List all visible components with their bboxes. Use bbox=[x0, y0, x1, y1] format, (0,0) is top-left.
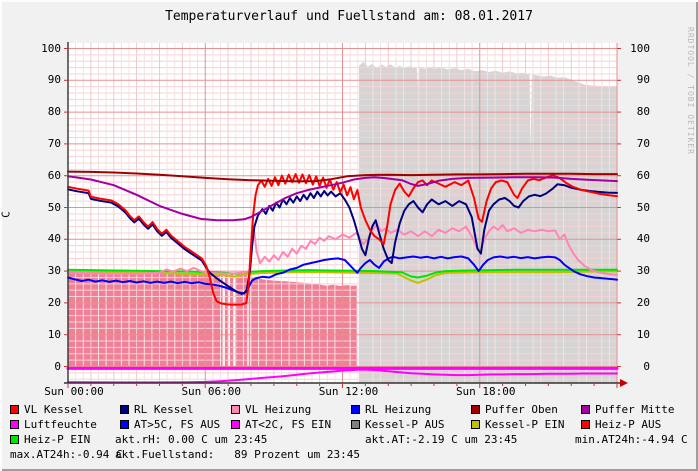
legend-swatch bbox=[10, 420, 19, 429]
legend-item: Luftfeuchte bbox=[10, 419, 97, 430]
y-tick-label-right: 30 bbox=[636, 264, 650, 278]
y-tick-label-left: 80 bbox=[47, 105, 61, 119]
y-tick-label-right: 50 bbox=[636, 200, 650, 214]
y-tick-label-right: 20 bbox=[636, 295, 650, 309]
legend-swatch bbox=[351, 420, 360, 429]
y-tick-label-right: 0 bbox=[643, 359, 650, 373]
legend-item: AT<2C, FS EIN bbox=[231, 419, 331, 430]
legend-swatch bbox=[471, 405, 480, 414]
y-tick-label-left: 40 bbox=[47, 232, 61, 246]
y-tick-label-left: 10 bbox=[47, 327, 61, 341]
legend-stat-text: min.AT24h:-4.94 C bbox=[575, 433, 688, 446]
series-kessel-p-ein bbox=[67, 270, 618, 284]
legend-swatch bbox=[10, 435, 19, 444]
legend-item: Kessel-P EIN bbox=[471, 419, 564, 430]
legend-stat-text: akt.rH: 0.00 C um 23:45 bbox=[115, 433, 268, 446]
legend-swatch bbox=[581, 405, 590, 414]
legend-swatch bbox=[231, 405, 240, 414]
legend-swatch bbox=[120, 405, 129, 414]
y-tick-label-left: 90 bbox=[47, 73, 61, 87]
y-tick-label-right: 100 bbox=[630, 41, 650, 55]
area-heiz_p_aus bbox=[230, 272, 234, 367]
y-tick-label-left: 0 bbox=[54, 359, 61, 373]
x-tick-label: Sun 12:00 bbox=[318, 385, 379, 398]
graph-title: Temperaturverlauf und Fuellstand am: 08.… bbox=[165, 9, 533, 24]
y-tick-label-right: 80 bbox=[636, 105, 650, 119]
area-heiz_p_aus bbox=[248, 271, 251, 367]
legend-item: Puffer Mitte bbox=[581, 404, 674, 415]
series-vl-kessel bbox=[67, 173, 618, 306]
legend-item: RL Heizung bbox=[351, 404, 431, 415]
rrdtool-watermark: RRDTOOL / TOBI OETIKER bbox=[686, 27, 695, 155]
series-rl-kessel bbox=[67, 183, 618, 295]
y-tick-label-left: 50 bbox=[47, 200, 61, 214]
y-tick-label-right: 90 bbox=[636, 73, 650, 87]
y-tick-label-right: 60 bbox=[636, 168, 650, 182]
legend-item: VL Kessel bbox=[10, 404, 84, 415]
x-tick-label: Sun 06:00 bbox=[181, 385, 242, 398]
legend-item: Heiz-P EIN bbox=[10, 434, 90, 445]
series-puffer-oben bbox=[67, 170, 618, 183]
legend-swatch bbox=[10, 405, 19, 414]
legend-item: AT>5C, FS AUS bbox=[120, 419, 220, 430]
y-tick-label-left: 60 bbox=[47, 168, 61, 182]
y-tick-label-left: 100 bbox=[41, 41, 61, 55]
series-puffer-mitte bbox=[67, 175, 618, 222]
legend-item: Heiz-P AUS bbox=[581, 419, 661, 430]
legend-stat-text: akt.AT:-2.19 C um 23:45 bbox=[365, 433, 518, 446]
y-tick-label-left: 30 bbox=[47, 264, 61, 278]
area-heiz_p_aus bbox=[235, 271, 248, 367]
legend-swatch bbox=[581, 420, 590, 429]
legend-swatch bbox=[351, 405, 360, 414]
legend-item: RL Kessel bbox=[120, 404, 194, 415]
legend-stat-text: akt.Fuellstand: 89 Prozent um 23:45 bbox=[115, 448, 361, 461]
y-tick-label-right: 40 bbox=[636, 232, 650, 246]
y-tick-label-left: 70 bbox=[47, 136, 61, 150]
y-tick-label-left: 20 bbox=[47, 295, 61, 309]
legend-item: VL Heizung bbox=[231, 404, 311, 415]
legend-item: Puffer Oben bbox=[471, 404, 558, 415]
y-tick-label-right: 70 bbox=[636, 136, 650, 150]
x-tick-label: Sun 18:00 bbox=[455, 385, 516, 398]
legend-swatch bbox=[120, 420, 129, 429]
legend-swatch bbox=[231, 420, 240, 429]
legend-stat-text: max.AT24h:-0.94 C bbox=[10, 448, 123, 461]
legend-swatch bbox=[471, 420, 480, 429]
x-tick-label: Sun 00:00 bbox=[44, 385, 104, 398]
series-rl-heizung bbox=[67, 255, 618, 295]
y-tick-label-right: 10 bbox=[636, 327, 650, 341]
legend-item: Kessel-P AUS bbox=[351, 419, 444, 430]
